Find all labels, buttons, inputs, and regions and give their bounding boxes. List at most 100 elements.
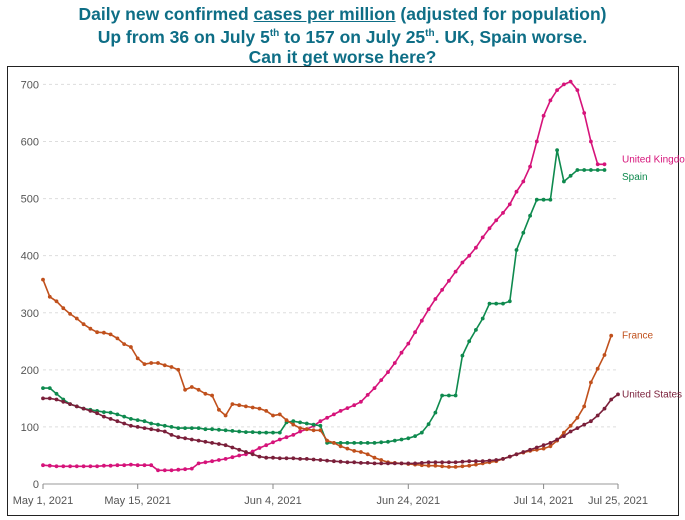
data-point [521, 179, 526, 184]
x-tick-label: Jul 14, 2021 [514, 495, 574, 507]
data-point [203, 427, 208, 432]
data-point [217, 427, 221, 432]
data-point [453, 460, 458, 465]
data-point [47, 463, 52, 468]
data-point [244, 430, 248, 434]
data-point [210, 441, 215, 445]
data-point [74, 404, 79, 409]
data-point [115, 463, 120, 468]
data-point [494, 218, 499, 223]
data-point [555, 148, 559, 153]
data-point [575, 168, 580, 172]
data-point [284, 418, 289, 422]
data-point [196, 438, 201, 443]
data-point [399, 350, 404, 355]
data-point [447, 465, 451, 469]
data-point [95, 411, 99, 416]
data-point [81, 322, 86, 327]
series-spain [41, 148, 607, 445]
data-point [332, 459, 336, 464]
y-tick-label: 700 [21, 79, 39, 91]
x-tick-label: Jun 4, 2021 [244, 495, 302, 507]
data-point [54, 464, 59, 469]
data-point [210, 459, 215, 464]
data-point [365, 461, 370, 465]
data-point [102, 410, 106, 414]
data-point [223, 413, 228, 418]
data-point [223, 443, 228, 448]
data-point [480, 459, 485, 464]
data-point [602, 162, 607, 167]
series-label-united-states: United States [622, 389, 682, 400]
data-point [507, 202, 512, 207]
data-point [41, 463, 45, 468]
data-point [528, 213, 532, 218]
data-point [81, 406, 86, 411]
data-point [122, 421, 127, 426]
data-point [338, 459, 343, 464]
y-tick-label: 400 [21, 251, 39, 263]
data-point [372, 441, 377, 445]
data-point [217, 407, 221, 412]
data-point [135, 418, 140, 422]
data-point [291, 433, 296, 437]
data-point [595, 413, 600, 418]
data-point [311, 457, 316, 462]
data-point [318, 428, 323, 433]
data-point [318, 458, 323, 462]
data-point [406, 461, 411, 466]
data-point [244, 450, 248, 454]
data-point [514, 248, 519, 252]
y-tick-label: 500 [21, 194, 39, 206]
data-point [541, 113, 546, 118]
data-point [210, 427, 215, 432]
data-point [257, 406, 262, 411]
data-point [291, 422, 296, 427]
data-point [271, 455, 275, 460]
x-tick-label: May 15, 2021 [104, 495, 171, 507]
data-point [528, 164, 532, 169]
data-point [68, 464, 72, 469]
data-point [277, 412, 282, 417]
series-france [41, 277, 614, 469]
data-point [474, 462, 478, 467]
data-point [379, 461, 384, 466]
data-point [115, 419, 120, 424]
data-point [480, 316, 485, 321]
data-point [162, 363, 167, 368]
data-point [162, 423, 167, 428]
data-point [359, 450, 363, 454]
data-point [176, 367, 181, 372]
data-point [325, 438, 329, 443]
data-point [372, 455, 377, 460]
data-point [332, 441, 336, 445]
data-point [541, 197, 546, 202]
data-point [474, 459, 478, 464]
data-point [541, 446, 546, 451]
data-point [433, 463, 438, 468]
data-point [379, 378, 384, 382]
data-point [196, 426, 201, 430]
data-point [548, 98, 553, 103]
data-point [142, 463, 147, 468]
data-point [514, 452, 519, 457]
data-point [54, 391, 59, 396]
data-point [223, 457, 228, 461]
data-point [81, 464, 86, 469]
data-point [183, 436, 188, 441]
data-point [338, 409, 343, 413]
data-point [487, 458, 492, 463]
data-point [392, 438, 397, 443]
data-point [602, 406, 607, 411]
data-point [602, 353, 607, 357]
data-point [399, 437, 404, 442]
series-united-kingdom [41, 79, 607, 473]
data-point [203, 391, 208, 396]
data-point [298, 420, 302, 425]
data-point [582, 422, 587, 427]
data-point [555, 437, 559, 442]
data-point [169, 365, 174, 369]
data-point [352, 441, 357, 445]
y-tick-label: 200 [21, 365, 39, 377]
